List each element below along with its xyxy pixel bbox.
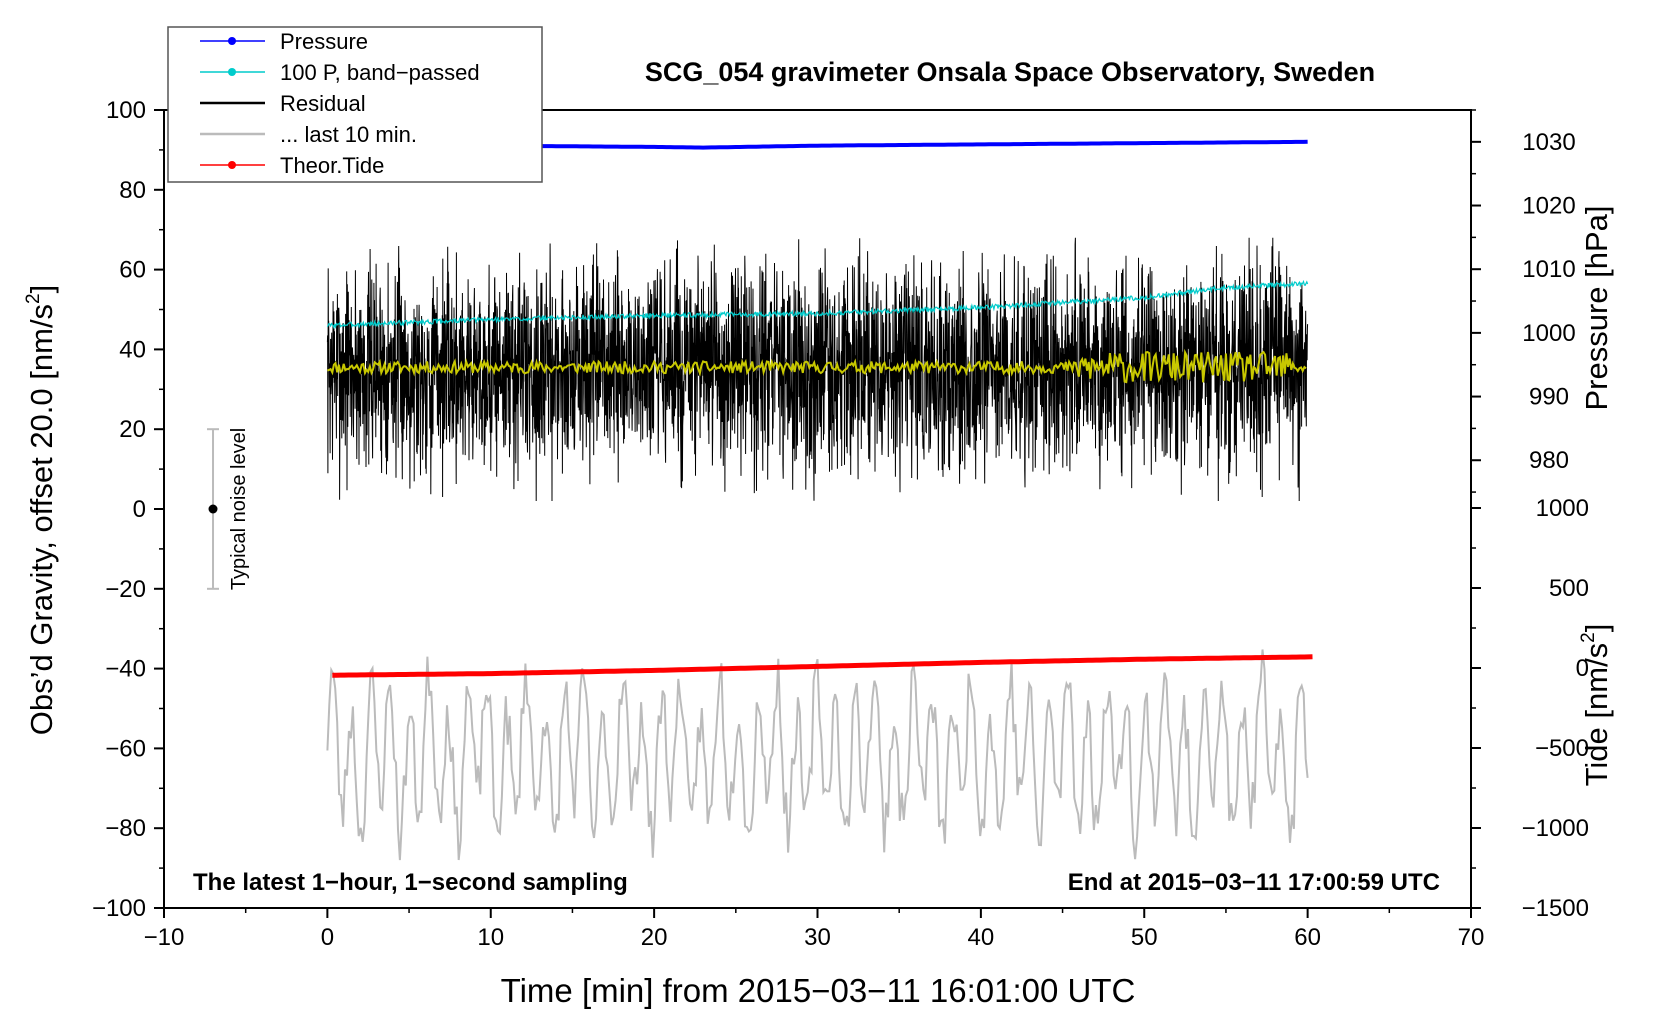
series-residual [326, 237, 1309, 502]
legend-label-1: 100 P, band−passed [280, 60, 480, 85]
series-residual-smoothed [327, 348, 1307, 384]
noise-label: Typical noise level [228, 428, 250, 590]
annotation-left: The latest 1−hour, 1−second sampling [193, 869, 628, 896]
noise-level-marker: Typical noise level [207, 428, 250, 590]
x-tick-label-8: 70 [1458, 924, 1485, 951]
legend-marker-0 [228, 37, 236, 45]
ylabel-tide-sup: 2 [1578, 632, 1599, 643]
x-tick-label-2: 10 [477, 924, 504, 951]
ylabel-main-end: ] [24, 285, 59, 294]
noise-center-dot [208, 504, 218, 514]
x-tick-label-1: 0 [321, 924, 334, 951]
x-tick-label-5: 40 [968, 924, 995, 951]
y-tick-label-5: 0 [133, 496, 146, 523]
y-tick-label-6: 20 [119, 416, 146, 443]
y-axis-gravity: −100 −80 −60 −40 −20 0 20 40 60 80 100 [92, 97, 164, 922]
y-tick-label-8: 60 [119, 257, 146, 284]
ylabel-main-sup: 2 [23, 293, 44, 304]
pressure-tick-label-2: 1000 [1522, 320, 1575, 347]
series-100p-band-passed [326, 279, 1309, 330]
legend-entry-1: 100 P, band−passed [200, 60, 480, 85]
ylabel-tide-end: ] [1579, 624, 1614, 633]
tide-tick-label-2: −500 [1535, 735, 1589, 762]
pressure-tick-label-0: 980 [1529, 447, 1569, 474]
y-tick-label-4: −20 [105, 576, 146, 603]
pressure-tick-label-3: 1010 [1522, 256, 1575, 283]
legend-marker-1 [228, 68, 236, 76]
legend-entry-3: ... last 10 min. [200, 122, 417, 147]
annotation-right: End at 2015−03−11 17:00:59 UTC [1068, 869, 1440, 896]
legend-box [167, 26, 543, 183]
series-theor-tide [332, 654, 1313, 678]
chart-title: SCG_054 gravimeter Onsala Space Observat… [645, 57, 1375, 87]
y-axis-label-tide: Tide [nm/s2] [1578, 624, 1614, 787]
y-axis-tide: −1500 −1000 −500 0 500 1000 [1471, 495, 1589, 922]
ylabel-tide-text: Tide [nm/s [1579, 643, 1614, 787]
legend-entry-0: Pressure [200, 29, 368, 54]
legend-label-0: Pressure [280, 29, 368, 54]
legend-label-2: Residual [280, 91, 366, 116]
pressure-tick-label-5: 1030 [1522, 129, 1575, 156]
x-axis-label: Time [min] from 2015−03−11 16:01:00 UTC [501, 972, 1136, 1009]
pressure-tick-label-4: 1020 [1522, 193, 1575, 220]
y-axis-pressure: 980 990 1000 1010 1020 1030 [1471, 109, 1576, 493]
y-axis-label-pressure: Pressure [hPa] [1579, 205, 1614, 410]
x-tick-label-6: 50 [1131, 924, 1158, 951]
tide-tick-label-0: −1500 [1522, 895, 1589, 922]
x-tick-label-0: −10 [144, 924, 185, 951]
legend-label-4: Theor.Tide [280, 153, 384, 178]
tide-tick-label-5: 1000 [1536, 495, 1589, 522]
x-tick-label-4: 30 [804, 924, 831, 951]
tide-tick-label-1: −1000 [1522, 815, 1589, 842]
y-tick-label-3: −40 [105, 656, 146, 683]
legend: Pressure 100 P, band−passed Residual ... la… [167, 26, 543, 183]
series-last-10-min [326, 649, 1309, 861]
x-axis: −10 0 10 20 30 40 50 60 70 [144, 908, 1485, 951]
y-tick-label-10: 100 [106, 97, 146, 124]
x-tick-label-3: 20 [641, 924, 668, 951]
legend-marker-4 [228, 161, 236, 169]
series-layer [326, 139, 1313, 861]
tide-tick-label-3: 0 [1576, 655, 1589, 682]
y-tick-label-1: −80 [105, 815, 146, 842]
y-tick-label-2: −60 [105, 735, 146, 762]
legend-items: Pressure 100 P, band−passed Residual ... la… [200, 29, 480, 178]
y-tick-label-7: 40 [119, 336, 146, 363]
y-tick-label-0: −100 [92, 895, 146, 922]
tide-tick-label-4: 500 [1549, 575, 1589, 602]
legend-entry-4: Theor.Tide [200, 153, 384, 178]
legend-entry-2: Residual [200, 91, 366, 116]
ylabel-main-text: Obs’d Gravity, offset 20.0 [nm/s [24, 304, 59, 735]
y-axis-label-gravity: Obs’d Gravity, offset 20.0 [nm/s2] [23, 285, 59, 736]
x-tick-label-7: 60 [1294, 924, 1321, 951]
legend-label-3: ... last 10 min. [280, 122, 417, 147]
y-tick-label-9: 80 [119, 177, 146, 204]
pressure-tick-label-1: 990 [1529, 384, 1569, 411]
